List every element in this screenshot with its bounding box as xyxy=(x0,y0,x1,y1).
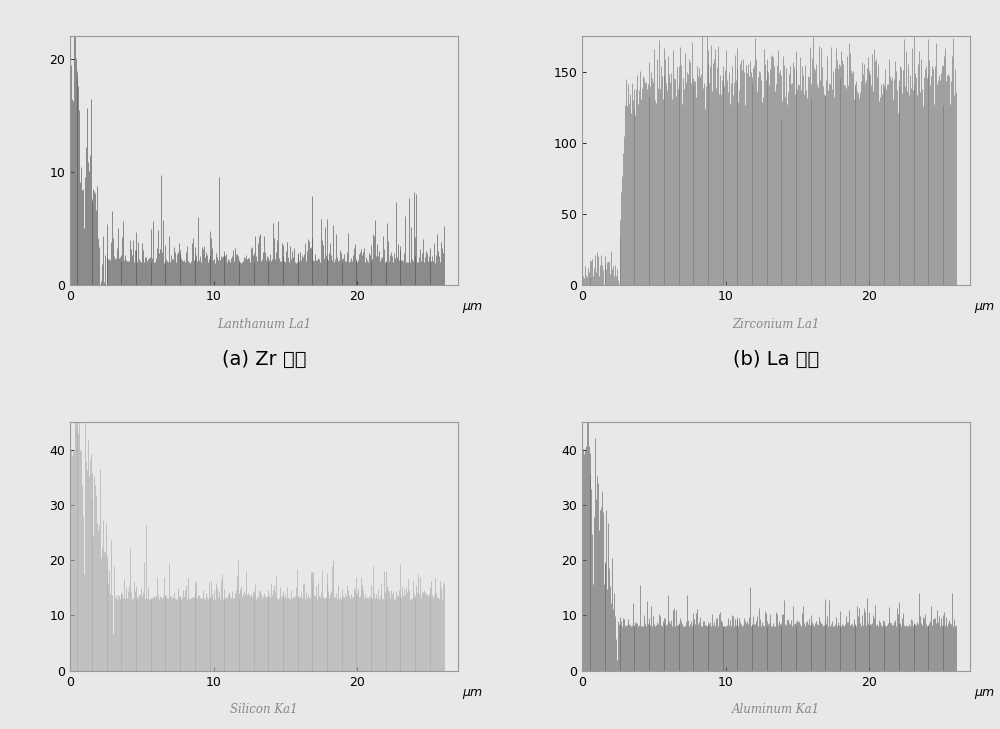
Text: (a) Zr 元素: (a) Zr 元素 xyxy=(222,350,306,369)
Text: Aluminum Ka1: Aluminum Ka1 xyxy=(732,703,820,716)
Text: Silicon Ka1: Silicon Ka1 xyxy=(230,703,298,716)
Text: (b) La 元素: (b) La 元素 xyxy=(733,350,819,369)
Text: μm: μm xyxy=(974,685,994,698)
Text: Zirconium La1: Zirconium La1 xyxy=(732,318,820,330)
Text: μm: μm xyxy=(462,300,482,313)
Text: Lanthanum La1: Lanthanum La1 xyxy=(217,318,311,330)
Text: μm: μm xyxy=(974,300,994,313)
Text: μm: μm xyxy=(462,685,482,698)
